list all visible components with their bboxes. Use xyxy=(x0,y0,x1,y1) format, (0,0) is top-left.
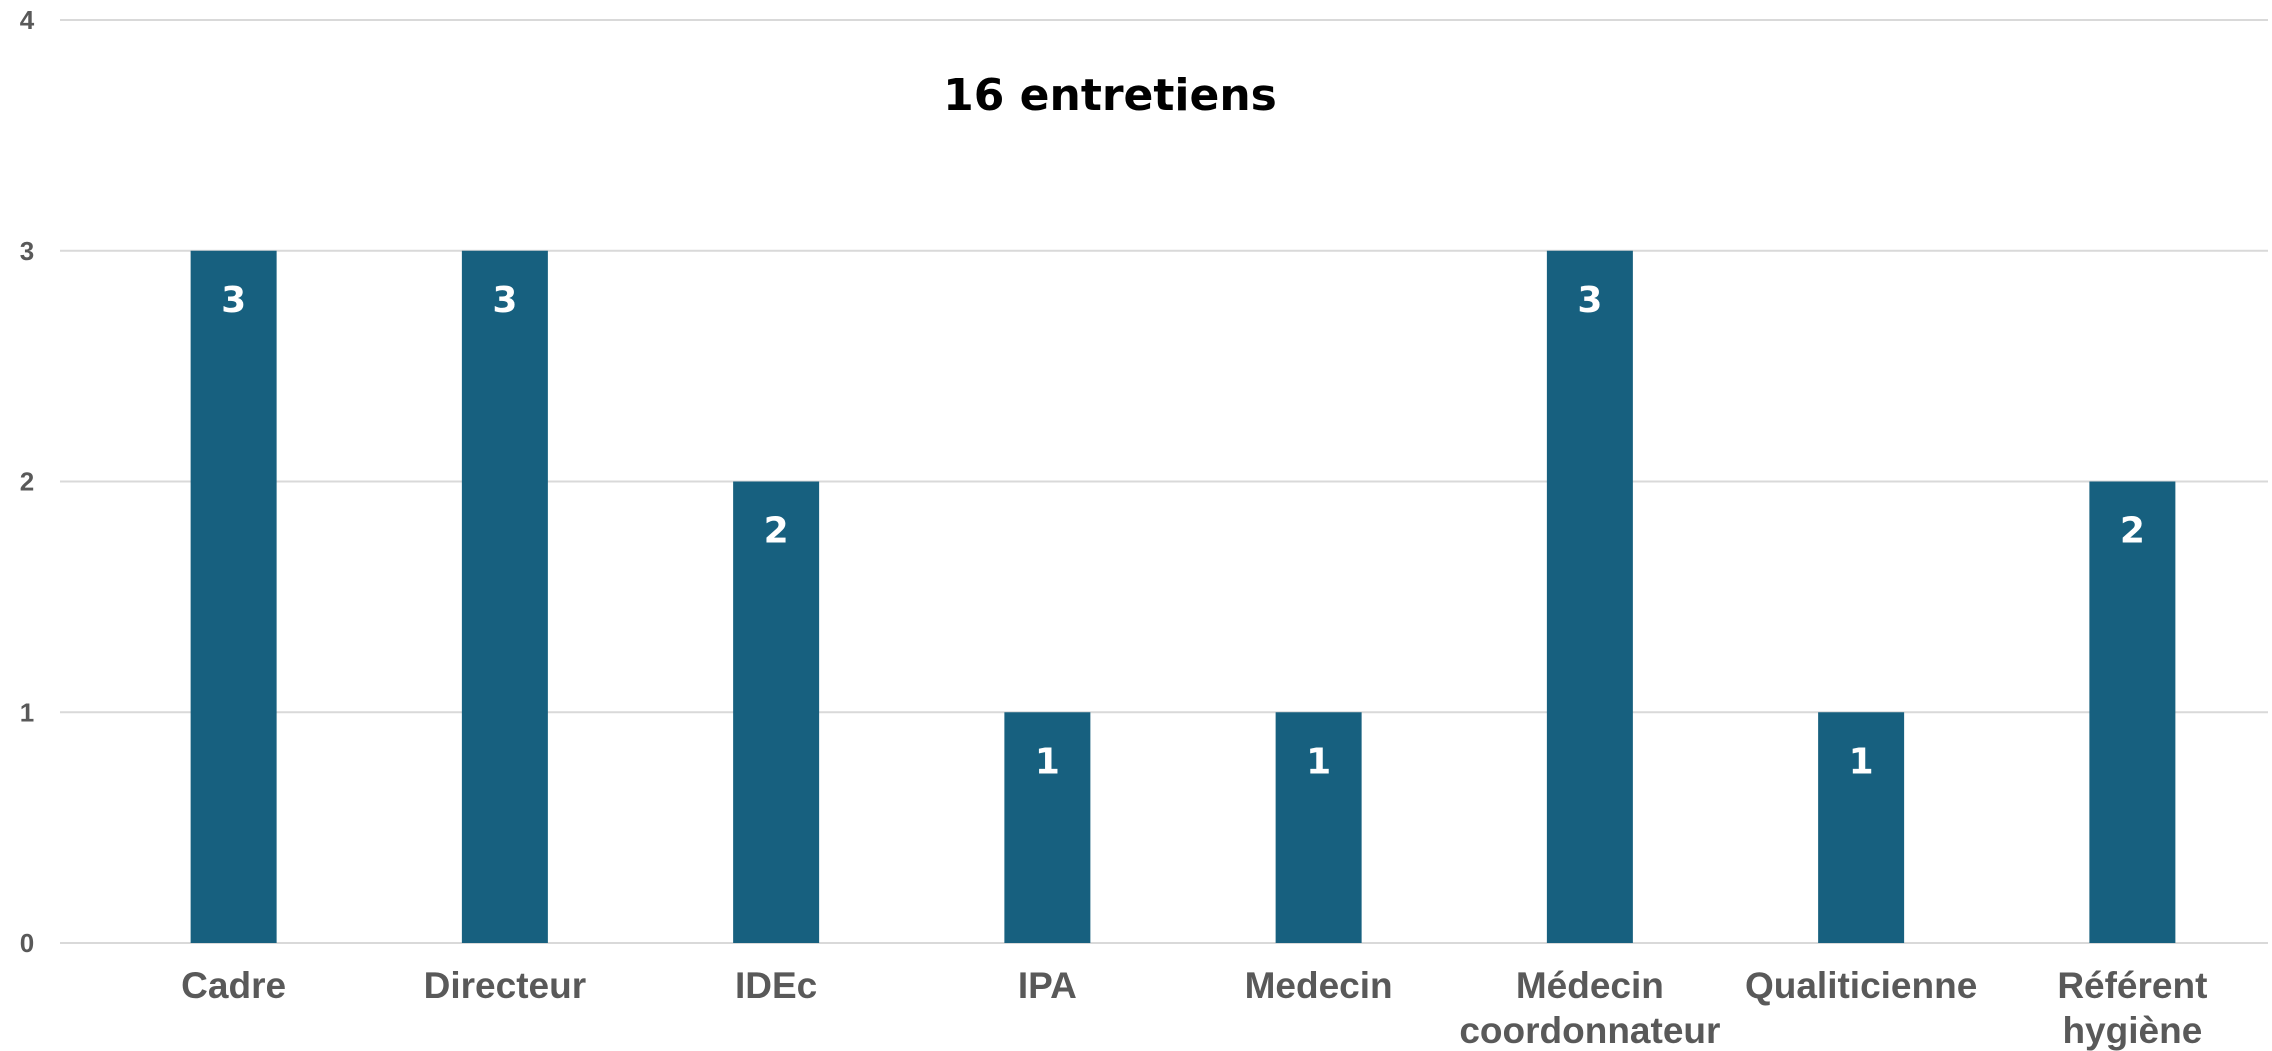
x-tick-label: Médecin coordonnateur xyxy=(1459,965,1720,1051)
y-axis: 0 1 2 3 4 xyxy=(20,5,35,958)
bar xyxy=(733,481,820,943)
gridlines xyxy=(60,19,2268,944)
bar xyxy=(1818,712,1905,943)
x-tick-label-line: Cadre xyxy=(181,965,286,1006)
x-tick-label-line: Médecin xyxy=(1516,965,1664,1006)
x-tick-label: IDEc xyxy=(735,965,817,1006)
x-axis: Cadre Directeur IDEc IPA Medecin Médecin coord… xyxy=(181,965,2207,1051)
x-tick-label: Qualiticienne xyxy=(1745,965,1977,1006)
data-label: 1 xyxy=(1306,741,1331,782)
bar xyxy=(1275,712,1362,943)
y-tick-label: 4 xyxy=(20,5,35,35)
x-tick-label-line: IDEc xyxy=(735,965,817,1006)
x-tick-label-line: Référent xyxy=(2057,965,2207,1006)
x-tick-label: Cadre xyxy=(181,965,286,1006)
x-tick-label-line: coordonnateur xyxy=(1459,1010,1720,1051)
data-label: 3 xyxy=(492,280,517,321)
bar xyxy=(1546,250,1633,943)
x-tick-label-line: Qualiticienne xyxy=(1745,965,1977,1006)
x-tick-label-line: Medecin xyxy=(1245,965,1393,1006)
data-label: 1 xyxy=(1849,741,1874,782)
bar xyxy=(2089,481,2176,943)
bar xyxy=(461,250,548,943)
y-tick-label: 3 xyxy=(20,236,34,266)
x-tick-label-line: hygiène xyxy=(2062,1010,2202,1051)
bar xyxy=(1004,712,1091,943)
x-tick-label-line: IPA xyxy=(1018,965,1077,1006)
x-tick-label: Directeur xyxy=(424,965,586,1006)
x-tick-label-line: Directeur xyxy=(424,965,586,1006)
data-label: 3 xyxy=(221,280,246,321)
x-tick-label: Medecin xyxy=(1245,965,1393,1006)
data-label: 3 xyxy=(1577,280,1602,321)
data-label: 2 xyxy=(764,511,789,552)
chart-title: 16 entretiens xyxy=(943,70,1277,121)
x-tick-label: IPA xyxy=(1018,965,1077,1006)
bar xyxy=(190,250,277,943)
data-labels: 3 3 2 1 1 3 1 2 xyxy=(221,280,2145,783)
data-label: 2 xyxy=(2120,511,2145,552)
y-tick-label: 1 xyxy=(20,697,34,727)
data-label: 1 xyxy=(1035,741,1060,782)
x-tick-label: Référent hygiène xyxy=(2057,965,2207,1051)
y-tick-label: 2 xyxy=(20,467,34,497)
y-tick-label: 0 xyxy=(20,928,34,958)
bars xyxy=(190,250,2176,943)
